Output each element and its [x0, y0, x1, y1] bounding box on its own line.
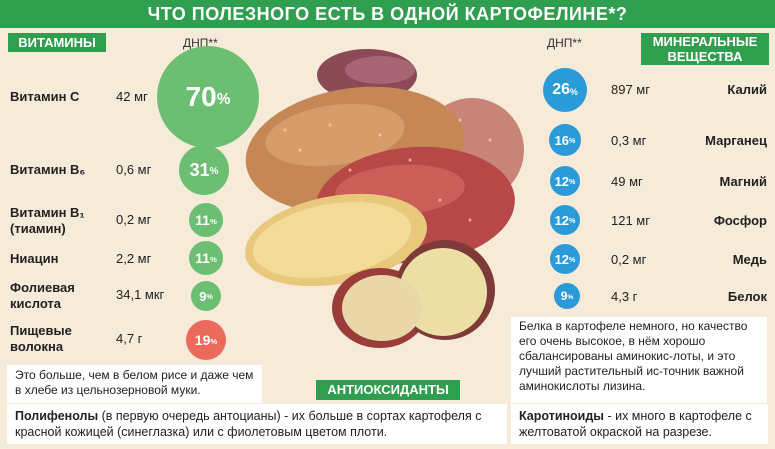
carotenoids-text: - их много в картофеле с желтоватой окра…: [519, 409, 752, 439]
vitamin-amount: 42 мг: [116, 89, 148, 104]
vitamin-amount: 0,2 мг: [116, 212, 152, 227]
minerals-dnp-header: ДНП**: [547, 36, 582, 50]
vitamin-name: Ниацин: [10, 251, 59, 266]
vitamin-amount: 34,1 мкг: [116, 287, 165, 302]
mineral-name: Марганец: [705, 133, 767, 148]
vitamin-amount: 2,2 мг: [116, 251, 152, 266]
mineral-percent-circle: 12%: [550, 166, 580, 196]
vitamins-heading: ВИТАМИНЫ: [8, 33, 106, 52]
vitamin-percent-circle: 9%: [191, 281, 221, 311]
vitamin-percent-circle: 11%: [189, 203, 223, 237]
mineral-amount: 897 мг: [611, 82, 650, 97]
carotenoids-note: Каротиноиды - их много в картофеле с жел…: [511, 404, 768, 444]
antioxidants-heading: АНТИОКСИДАНТЫ: [316, 380, 460, 400]
mineral-name: Магний: [719, 174, 767, 189]
carotenoids-term: Каротиноиды: [519, 409, 604, 423]
mineral-percent-circle: 26%: [543, 68, 587, 112]
vitamin-name: Витамин B₁ (тиамин): [10, 205, 85, 236]
vitamin-name: Фолиевая кислота: [10, 280, 75, 311]
minerals-heading: МИНЕРАЛЬНЫЕ ВЕЩЕСТВА: [641, 33, 769, 65]
mineral-amount: 121 мг: [611, 213, 650, 228]
potato-illustration: [245, 49, 524, 348]
mineral-name: Фосфор: [713, 213, 767, 228]
mineral-amount: 49 мг: [611, 174, 643, 189]
mineral-percent-circle: 9%: [554, 283, 580, 309]
mineral-name: Медь: [732, 252, 767, 267]
mineral-percent-circle: 12%: [550, 205, 580, 235]
mineral-amount: 0,2 мг: [611, 252, 647, 267]
vitamin-name: Витамин С: [10, 89, 80, 104]
mineral-amount: 0,3 мг: [611, 133, 647, 148]
fiber-percent-circle: 19%: [186, 320, 226, 360]
mineral-name: Калий: [727, 82, 767, 97]
vitamin-percent-circle: 11%: [189, 241, 223, 275]
mineral-amount: 4,3 г: [611, 289, 638, 304]
fiber-name: Пищевые волокна: [10, 323, 72, 354]
page-title: ЧТО ПОЛЕЗНОГО ЕСТЬ В ОДНОЙ КАРТОФЕЛИНЕ*?: [0, 0, 775, 28]
mineral-percent-circle: 16%: [549, 124, 581, 156]
vitamin-amount: 0,6 мг: [116, 162, 152, 177]
polyphenols-text: (в первую очередь антоцианы) - их больше…: [15, 409, 482, 439]
polyphenols-note: Полифенолы (в первую очередь антоцианы) …: [7, 404, 507, 444]
mineral-percent-circle: 12%: [550, 244, 580, 274]
vitamin-name: Витамин B₆: [10, 162, 86, 177]
fiber-note: Это больше, чем в белом рисе и даже чем …: [7, 365, 262, 403]
vitamin-percent-circle: 31%: [179, 145, 229, 195]
protein-note: Белка в картофеле немного, но качество е…: [511, 317, 767, 403]
mineral-name: Белок: [727, 289, 767, 304]
fiber-amount: 4,7 г: [116, 331, 143, 346]
vitamin-percent-circle: 70%: [157, 46, 259, 148]
polyphenols-term: Полифенолы: [15, 409, 99, 423]
